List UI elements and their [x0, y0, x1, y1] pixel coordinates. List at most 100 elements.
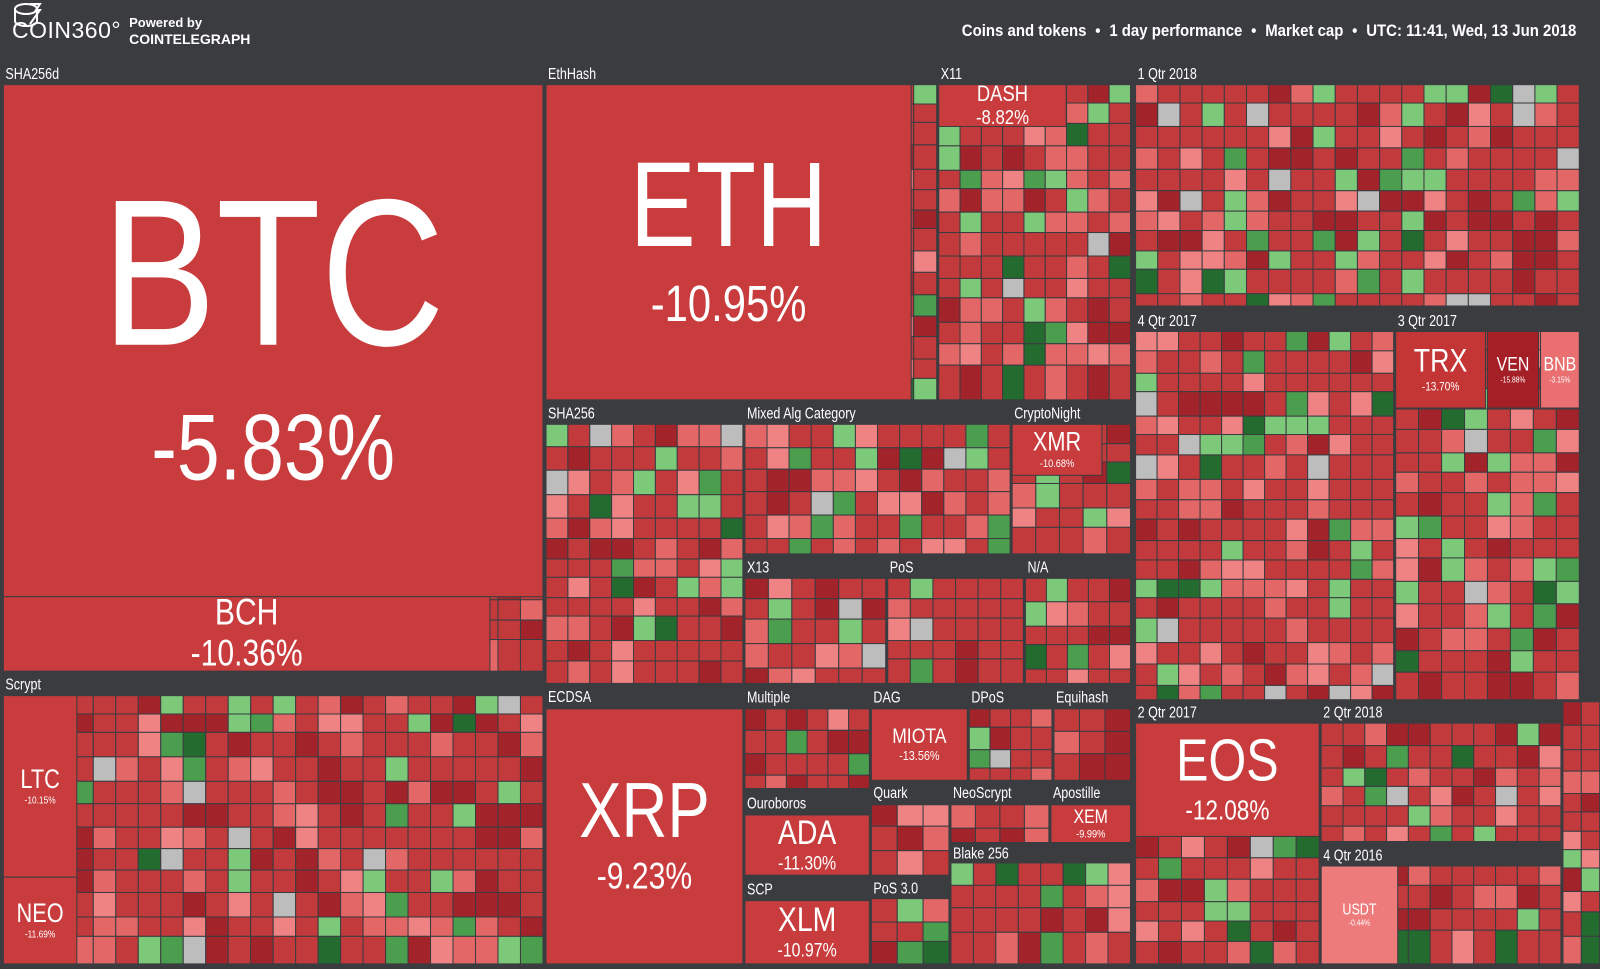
coin-cell [1490, 125, 1514, 149]
coin-cell [160, 695, 184, 715]
coin-cell [1328, 642, 1352, 665]
coin-cell [1242, 642, 1266, 665]
coin-cell [385, 869, 409, 894]
coin-cell [1030, 708, 1053, 728]
filter[interactable]: Coins and tokens [961, 20, 1087, 40]
coin-cell [1058, 507, 1084, 528]
coin-cell [250, 848, 274, 871]
coin-cell [938, 232, 961, 257]
coin-cell [1249, 940, 1274, 965]
coin-cell [272, 695, 297, 715]
coin-cell [1395, 538, 1420, 559]
coin-cell [1418, 538, 1443, 559]
coin-cell [1328, 454, 1352, 480]
coin-cell [1407, 785, 1431, 807]
coin-cell [1104, 730, 1131, 755]
group-label: 2 Qtr 2018 [1323, 703, 1382, 720]
coin-cell [1264, 518, 1287, 542]
coin-cell [1030, 726, 1053, 751]
coin-cell [676, 446, 700, 471]
filter[interactable]: 1 day performance [1086, 21, 1242, 41]
coin-name: BTC [102, 156, 445, 390]
coin-cell [295, 731, 319, 758]
coin-cell [744, 643, 769, 669]
coin-cell [676, 517, 700, 540]
coin-cell [272, 713, 297, 733]
coin-cell [497, 713, 521, 733]
coin-cell [430, 695, 454, 715]
coin-cell [1157, 102, 1181, 127]
coin-cell [1429, 722, 1453, 747]
group-label-strip [950, 781, 1049, 805]
coin-cell [1106, 482, 1131, 509]
coin-cell [1226, 901, 1251, 922]
coin-cell [1328, 518, 1352, 542]
coin-cell [1556, 84, 1580, 104]
coin-cell [475, 916, 499, 937]
coin-cell [720, 538, 744, 560]
coin-cell [932, 658, 957, 684]
coin-cell [1085, 884, 1109, 909]
coin-cell [1364, 767, 1388, 787]
coin-cell [1199, 642, 1223, 665]
coin-cell [340, 826, 364, 850]
coin-tile [2, 84, 544, 598]
coin-cell [1445, 125, 1469, 149]
coin-cell [340, 713, 364, 733]
coin-cell [1562, 724, 1582, 751]
filter[interactable]: UTC: 11:41, Wed, 13 Jun 2018 [1343, 21, 1576, 41]
coin-cell [475, 869, 499, 894]
coin-cell [1555, 471, 1580, 494]
coin-cell [1221, 617, 1244, 644]
coin-cell [1350, 372, 1373, 393]
coin-cell [1555, 650, 1580, 673]
coin-change: -5.83% [151, 395, 395, 500]
coin-cell [633, 640, 656, 662]
coin-cell [1135, 617, 1158, 644]
coin-cell [1401, 250, 1425, 270]
coin-cell [1307, 642, 1330, 665]
coin-cell [1199, 372, 1223, 393]
coin-cell [921, 514, 945, 540]
coin-cell [1407, 865, 1431, 886]
coin-cell [1157, 268, 1181, 295]
coin-cell [1464, 428, 1488, 454]
coin-cell [1268, 210, 1292, 232]
coin-cell [1285, 540, 1309, 561]
coin-cell [1023, 804, 1050, 829]
coin-cell [1066, 364, 1089, 401]
coin-cell [1334, 230, 1358, 252]
coin-cell [766, 514, 790, 540]
coin-cell [1178, 372, 1201, 393]
coin-cell [1203, 901, 1228, 922]
coin-cell [832, 491, 856, 516]
coin-cell [1464, 452, 1488, 473]
coin-cell [1486, 650, 1511, 673]
coin-cell [1312, 293, 1336, 307]
filter[interactable]: Market cap [1242, 21, 1343, 41]
coin-cell [1441, 538, 1466, 559]
coin-cell [1285, 415, 1309, 436]
coin-cell [1473, 825, 1497, 843]
coin-cell [1199, 350, 1223, 374]
coin-cell [1104, 753, 1131, 781]
coin-cell [1350, 617, 1373, 644]
group-label: Ouroboros [747, 794, 806, 811]
coin-cell [987, 491, 1011, 516]
coin-cell [1379, 84, 1403, 104]
coin-cell [1221, 391, 1244, 417]
coin-cell [1334, 125, 1358, 149]
coin-cell [744, 708, 767, 731]
coin-cell [921, 423, 945, 449]
coin-cell [362, 803, 387, 828]
coin-cell [1532, 492, 1557, 517]
coin-cell [1002, 297, 1025, 323]
group-label: DAG [873, 689, 900, 706]
coin-change: -10.15% [25, 795, 56, 806]
coin-cell [1199, 415, 1223, 436]
coin-cell [250, 869, 274, 894]
coin-cell [1407, 722, 1431, 747]
coin-cell [877, 468, 901, 493]
coin-cell [115, 780, 139, 805]
coin-cell [1342, 825, 1366, 843]
